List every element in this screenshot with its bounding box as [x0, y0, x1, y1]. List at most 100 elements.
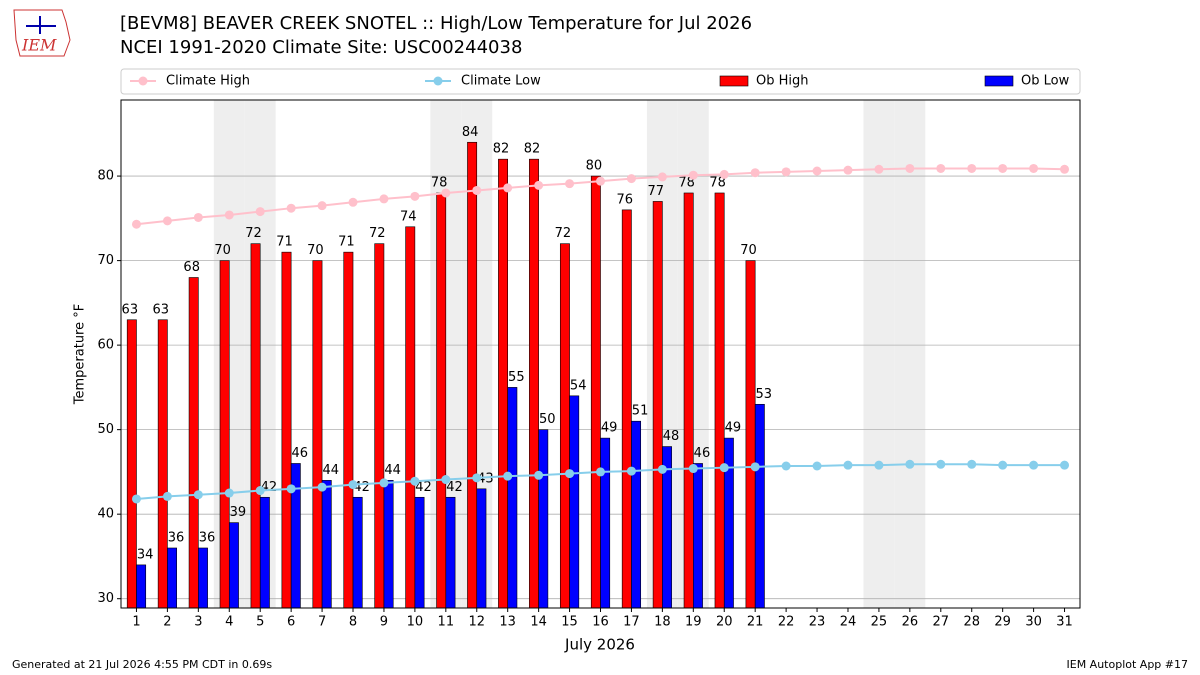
bar: [198, 547, 208, 609]
x-tick-label: 3: [194, 615, 202, 630]
value-label: 50: [539, 412, 556, 427]
marker: [224, 210, 234, 220]
marker: [750, 462, 760, 472]
chart-subtitle: NCEI 1991-2020 Climate Site: USC00244038: [120, 37, 522, 58]
value-label: 72: [245, 226, 262, 241]
footer-left: Generated at 21 Jul 2026 4:55 PM CDT in …: [12, 658, 272, 671]
value-label: 76: [617, 192, 634, 207]
legend-swatch: [138, 76, 148, 86]
x-tick-label: 5: [256, 615, 264, 630]
bar: [693, 463, 703, 609]
marker: [255, 486, 265, 496]
x-tick-label: 11: [438, 615, 455, 630]
y-tick-label: 70: [97, 253, 114, 268]
y-tick-label: 30: [97, 591, 114, 606]
marker: [1060, 164, 1070, 174]
bar: [321, 480, 332, 609]
marker: [781, 167, 791, 177]
legend-swatch: [433, 76, 443, 86]
marker: [998, 163, 1008, 173]
value-label: 42: [446, 480, 463, 495]
value-label: 53: [756, 387, 773, 402]
marker: [843, 460, 853, 470]
value-label: 46: [694, 446, 711, 461]
value-label: 77: [647, 184, 664, 199]
value-label: 82: [524, 142, 541, 157]
x-tick-label: 22: [778, 615, 795, 630]
marker: [193, 490, 203, 500]
bar: [219, 260, 230, 609]
marker: [348, 480, 358, 490]
value-label: 70: [214, 243, 231, 258]
bar: [436, 192, 447, 609]
x-tick-label: 27: [933, 615, 950, 630]
bar: [445, 496, 456, 609]
bar: [498, 158, 508, 609]
marker: [781, 461, 791, 471]
marker: [472, 473, 482, 483]
x-tick-label: 7: [318, 615, 326, 630]
marker: [286, 484, 296, 494]
legend: [120, 68, 1081, 95]
logo-text: IEM: [21, 36, 57, 55]
value-label: 84: [462, 125, 479, 140]
marker: [874, 460, 884, 470]
x-tick-label: 1: [132, 615, 140, 630]
marker: [534, 180, 544, 190]
value-label: 78: [709, 175, 726, 190]
value-label: 43: [477, 471, 494, 486]
legend-swatch: [984, 75, 1014, 87]
value-label: 51: [632, 404, 649, 419]
legend-label: Ob High: [756, 74, 809, 89]
value-label: 49: [725, 421, 742, 436]
value-label: 72: [555, 226, 572, 241]
value-label: 39: [230, 505, 247, 520]
marker: [967, 459, 977, 469]
x-tick-label: 30: [1025, 615, 1042, 630]
marker: [657, 464, 667, 474]
bar: [312, 260, 323, 609]
legend-label: Climate Low: [461, 74, 541, 89]
logo: IEM: [13, 9, 71, 57]
marker: [503, 183, 513, 193]
marker: [967, 163, 977, 173]
bar: [476, 488, 487, 609]
bar: [745, 260, 756, 609]
x-tick-label: 8: [349, 615, 357, 630]
marker: [131, 219, 141, 229]
bar: [507, 387, 518, 609]
x-tick-label: 13: [499, 615, 516, 630]
marker: [224, 488, 234, 498]
x-tick-label: 17: [623, 615, 640, 630]
marker: [905, 163, 915, 173]
marker: [688, 170, 698, 180]
bar: [250, 243, 261, 609]
marker: [812, 166, 822, 176]
weekend-shade: [894, 100, 926, 608]
bar: [167, 547, 177, 609]
bar: [136, 564, 147, 609]
marker: [596, 176, 605, 186]
value-label: 36: [199, 530, 216, 545]
x-tick-label: 14: [530, 615, 547, 630]
y-axis-label: Temperature °F: [73, 304, 88, 405]
x-tick-label: 18: [654, 615, 671, 630]
marker: [1060, 460, 1070, 470]
x-tick-label: 29: [994, 615, 1011, 630]
x-tick-label: 12: [468, 615, 485, 630]
value-label: 63: [122, 302, 139, 317]
x-tick-label: 26: [902, 615, 919, 630]
footer-right: IEM Autoplot App #17: [1067, 658, 1189, 671]
marker: [750, 168, 760, 178]
marker: [719, 169, 729, 179]
x-tick-label: 15: [561, 615, 578, 630]
x-tick-label: 9: [380, 615, 388, 630]
x-tick-label: 21: [747, 615, 764, 630]
marker: [565, 469, 575, 479]
bar: [754, 403, 765, 609]
bar: [559, 243, 570, 609]
value-label: 71: [276, 235, 293, 250]
x-tick-label: 24: [840, 615, 857, 630]
value-label: 70: [307, 243, 324, 258]
x-tick-label: 31: [1056, 615, 1073, 630]
